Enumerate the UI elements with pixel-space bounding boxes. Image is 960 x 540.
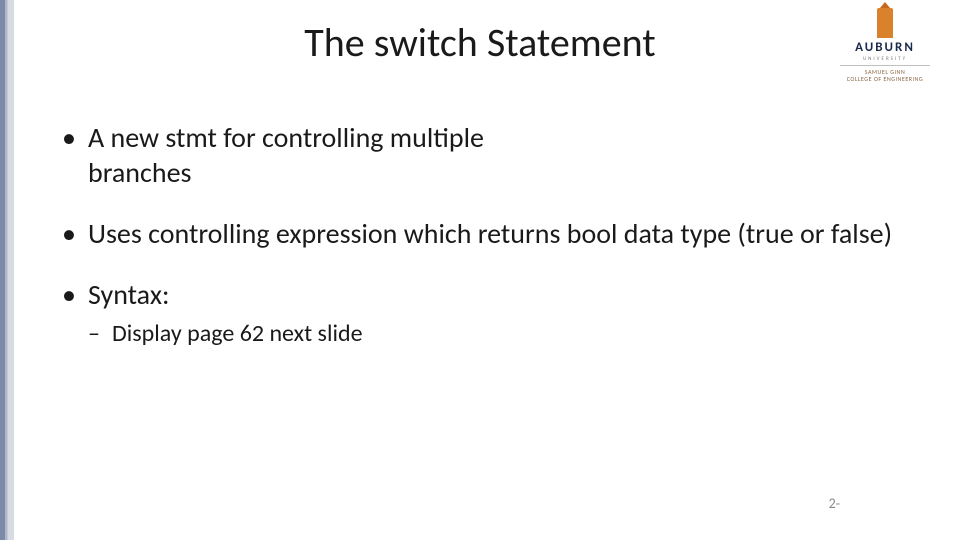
logo-subtext-university: UNIVERSITY xyxy=(830,56,940,62)
slide: The switch Statement AUBURN UNIVERSITY S… xyxy=(0,0,960,540)
list-item: Display page 62 next slide xyxy=(88,318,920,349)
logo-divider xyxy=(840,65,930,66)
list-item: A new stmt for controlling multiple bran… xyxy=(60,120,500,190)
sub-bullet-text: Display page 62 next slide xyxy=(112,319,363,348)
logo-sub2-line2: COLLEGE OF ENGINEERING xyxy=(847,75,923,83)
logo-wordmark: AUBURN xyxy=(830,40,940,55)
bullet-text: Syntax: xyxy=(88,277,169,312)
bullet-list: A new stmt for controlling multiple bran… xyxy=(60,120,920,349)
auburn-logo: AUBURN UNIVERSITY SAMUEL GINN COLLEGE OF… xyxy=(830,8,940,83)
list-item: Uses controlling expression which return… xyxy=(60,216,920,251)
bullet-text: A new stmt for controlling multiple bran… xyxy=(88,120,484,190)
tower-icon xyxy=(877,8,893,38)
page-number: 2- xyxy=(829,495,840,512)
bullet-text: Uses controlling expression which return… xyxy=(88,216,892,251)
content-area: A new stmt for controlling multiple bran… xyxy=(60,120,920,375)
left-accent-bar xyxy=(0,0,14,540)
slide-title: The switch Statement xyxy=(0,18,960,67)
sub-bullet-list: Display page 62 next slide xyxy=(88,318,920,349)
logo-subtext-college: SAMUEL GINN COLLEGE OF ENGINEERING xyxy=(830,69,940,83)
list-item: Syntax: Display page 62 next slide xyxy=(60,277,920,349)
